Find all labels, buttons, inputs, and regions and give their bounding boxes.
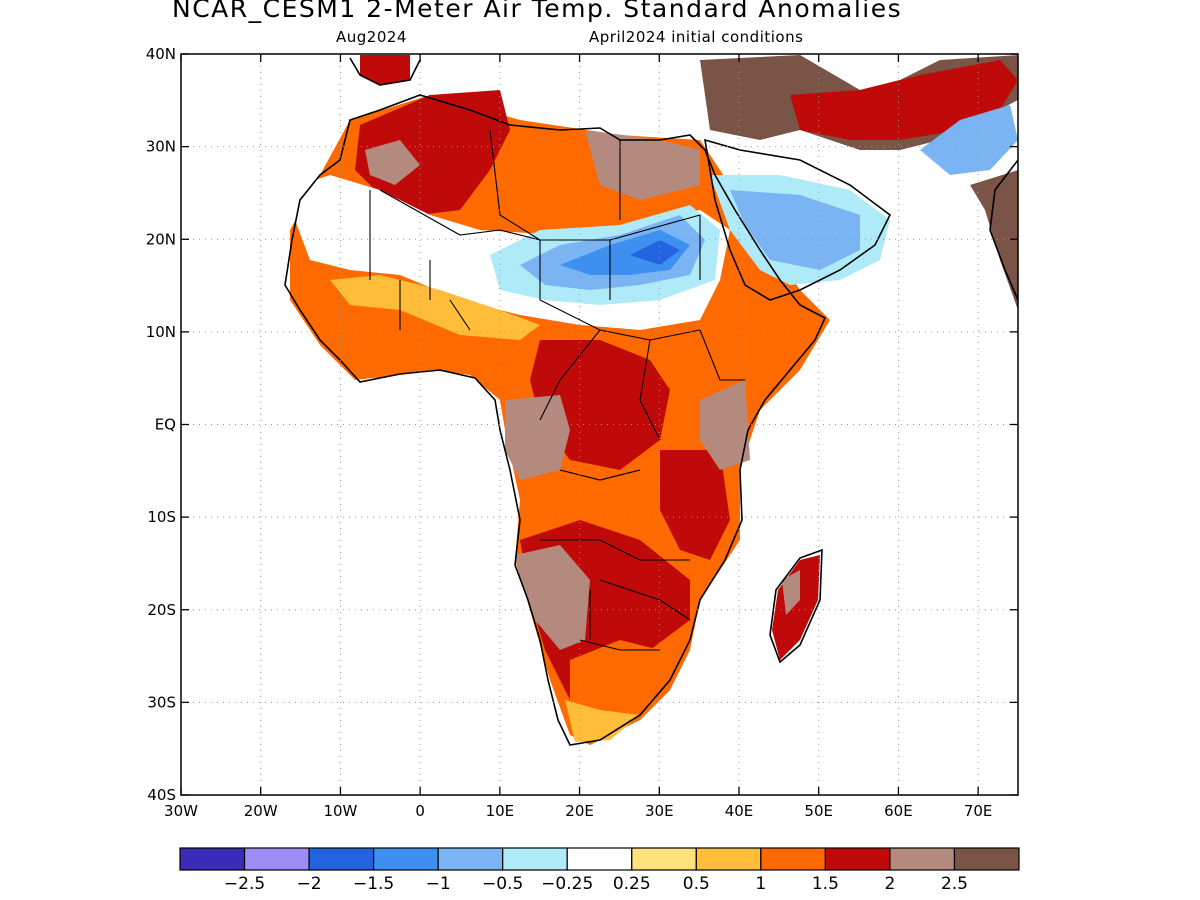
lon-tick-label: 70E: [964, 802, 993, 820]
lat-tick-label: EQ: [155, 416, 176, 434]
lat-tick-label: 40S: [147, 786, 176, 804]
colorbar: [179, 847, 1020, 871]
lon-tick-label: 20W: [244, 802, 278, 820]
field-congo-brown: [505, 395, 570, 480]
field-namibia-brown: [515, 545, 590, 650]
colorbar-swatch: [179, 847, 246, 871]
colorbar-label: −1: [426, 874, 451, 894]
field-sahel-darkblue: [630, 240, 680, 265]
lon-tick-label: 30E: [645, 802, 674, 820]
anomaly-field: [290, 55, 1018, 745]
lat-tick-label: 30S: [147, 693, 176, 711]
coastlines: [284, 57, 1019, 746]
initial-conditions-label: April2024 initial conditions: [589, 28, 804, 46]
colorbar-label: 0.5: [683, 874, 710, 894]
map-title: NCAR_CESM1 2-Meter Air Temp. Standard An…: [172, 0, 903, 23]
lat-tick-label: 30N: [146, 138, 176, 156]
colorbar-swatch: [889, 847, 956, 871]
colorbar-label: 1.5: [812, 874, 839, 894]
colorbar-swatch: [502, 847, 568, 871]
lon-tick-label: 40E: [725, 802, 754, 820]
field-iran-blue: [920, 105, 1018, 175]
colorbar-swatch: [760, 847, 826, 871]
field-guinea-orange: [320, 290, 540, 378]
colorbar-swatch: [437, 847, 504, 871]
field-arabia-lightblue: [730, 190, 860, 270]
colorbar-swatch: [566, 847, 633, 871]
axis-ticks: [180, 53, 1018, 796]
longitude-labels: 30W 20W 10W 0 10E 20E 30E 40E 50E 60E 70E: [164, 802, 992, 820]
field-brown-libya: [585, 130, 700, 200]
field-madagascar-brown: [782, 570, 800, 615]
latitude-labels: 40N 30N 20N 10N EQ 10S 20S 30S 40S: [146, 45, 176, 804]
lat-tick-label: 20S: [147, 601, 176, 619]
lon-tick-label: 50E: [804, 802, 833, 820]
colorbar-label: 1: [755, 874, 766, 894]
colorbar-label: 2: [885, 874, 896, 894]
colorbar-label: −1.5: [353, 874, 394, 894]
colorbar-swatch: [373, 847, 439, 871]
lat-tick-label: 40N: [146, 45, 176, 63]
field-iberia: [360, 55, 410, 85]
field-tanzania-red: [660, 450, 730, 560]
colorbar-label: −2: [297, 874, 322, 894]
lon-tick-label: 20E: [565, 802, 594, 820]
arabia-coastline: [704, 138, 892, 301]
lat-tick-label: 10N: [146, 323, 176, 341]
lon-tick-label: 30W: [164, 802, 198, 820]
lon-tick-label: 60E: [884, 802, 913, 820]
colorbar-label: −2.5: [224, 874, 265, 894]
lon-tick-label: 10W: [323, 802, 357, 820]
india-coastline: [989, 159, 1019, 301]
border-lines: [369, 129, 745, 651]
iberia-coastline: [349, 57, 421, 86]
colorbar-swatch: [695, 847, 762, 871]
africa-coastline: [284, 94, 827, 746]
colorbar-labels: −2.5 −2 −1.5 −1 −0.5 −0.25 0.25 0.5 1 1.5 2 2.5: [224, 874, 968, 894]
colorbar-swatch: [308, 847, 375, 871]
colorbar-swatch: [243, 847, 310, 871]
madagascar-coastline: [769, 548, 823, 664]
country-borders: [369, 129, 745, 651]
field-brown-nw: [365, 140, 420, 185]
field-guinea-yellow: [330, 275, 540, 340]
lon-tick-label: 10E: [486, 802, 515, 820]
field-madagascar: [772, 555, 820, 660]
colorbar-label: 0.25: [613, 874, 651, 894]
colorbar-label: 2.5: [941, 874, 968, 894]
colorbar-label: −0.25: [541, 874, 593, 894]
valid-month-label: Aug2024: [336, 28, 407, 46]
field-southafrica-yellow: [565, 700, 640, 742]
colorbar-label: −0.5: [482, 874, 523, 894]
colorbar-swatch: [631, 847, 697, 871]
colorbar-swatch: [953, 847, 1020, 871]
colorbar-swatch: [824, 847, 891, 871]
lon-tick-label: 0: [415, 802, 425, 820]
lat-tick-label: 10S: [147, 508, 176, 526]
lat-tick-label: 20N: [146, 230, 176, 248]
field-kenya-brown: [700, 380, 750, 470]
